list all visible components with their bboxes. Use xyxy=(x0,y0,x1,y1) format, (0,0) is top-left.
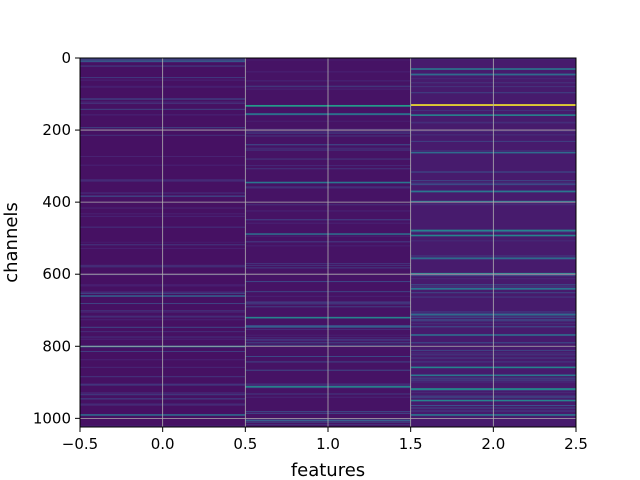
x-tick-label: 1.5 xyxy=(399,435,423,453)
y-axis: 0 200 400 600 800 1000 xyxy=(33,49,80,427)
y-tick-label: 200 xyxy=(42,121,71,139)
x-tick-label: 1.0 xyxy=(316,435,340,453)
x-tick-label: 0.5 xyxy=(233,435,257,453)
x-axis: −0.5 0.0 0.5 1.0 1.5 2.0 2.5 xyxy=(62,427,588,453)
x-tick-label: 0.0 xyxy=(151,435,175,453)
y-tick-label: 400 xyxy=(42,193,71,211)
y-tick-label: 800 xyxy=(42,337,71,355)
x-axis-label: features xyxy=(291,460,365,480)
x-tick-label: 2.5 xyxy=(564,435,588,453)
y-tick-label: 600 xyxy=(42,265,71,283)
y-tick-label: 0 xyxy=(61,49,71,67)
y-tick-label: 1000 xyxy=(33,409,71,427)
y-axis-label: channels xyxy=(1,202,22,283)
x-tick-label: −0.5 xyxy=(62,435,98,453)
grid-lines xyxy=(80,58,576,427)
x-tick-label: 2.0 xyxy=(481,435,505,453)
